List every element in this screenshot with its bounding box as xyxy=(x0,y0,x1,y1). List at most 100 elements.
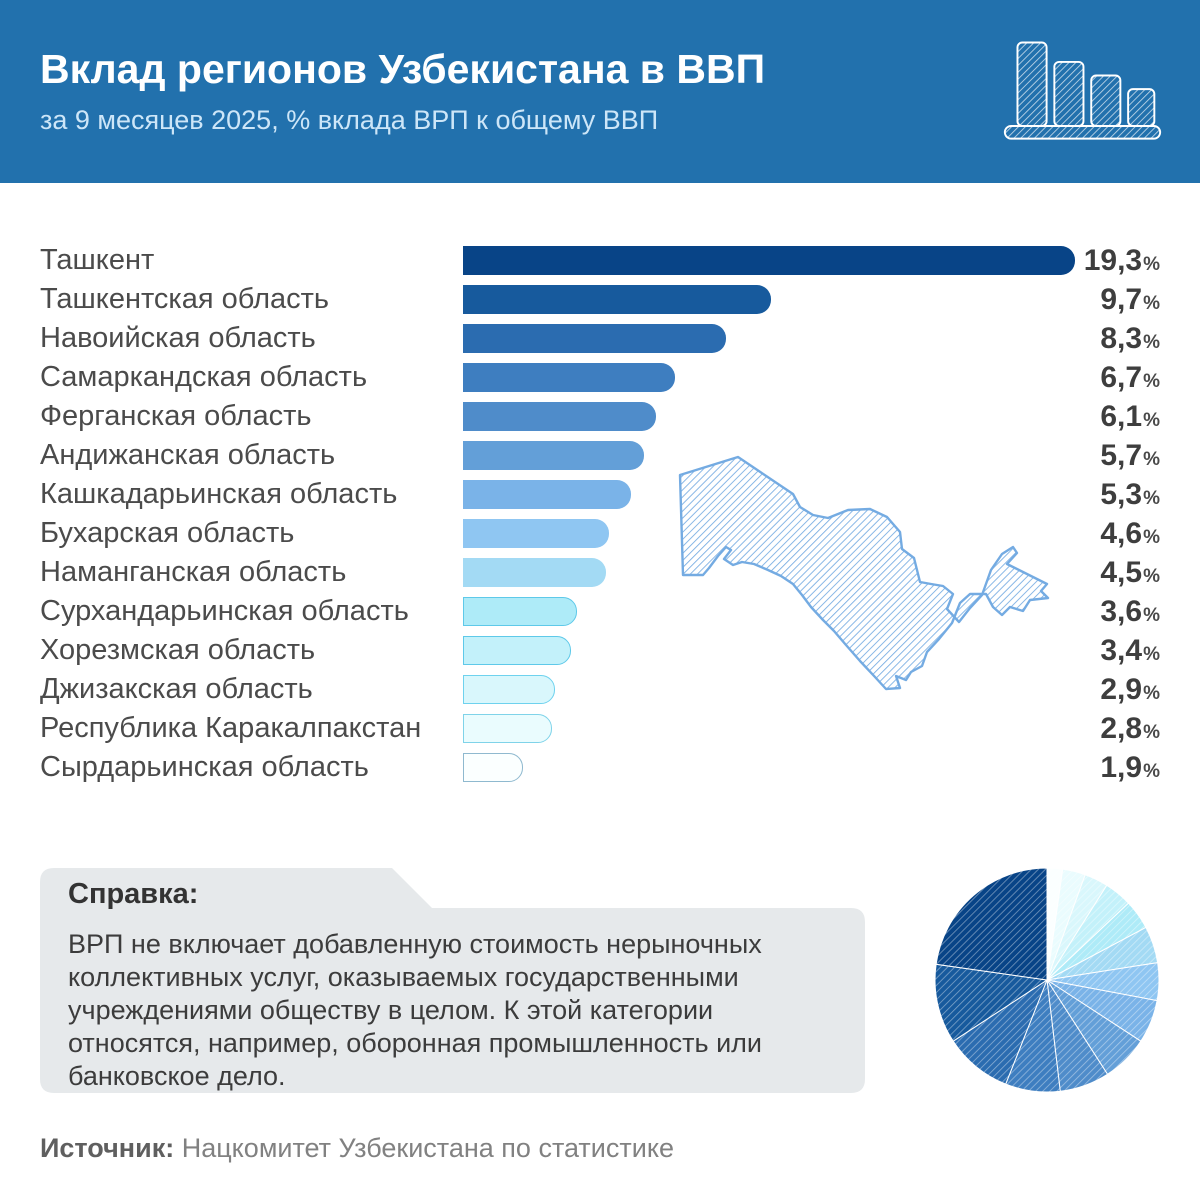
bar-value: 9,7% xyxy=(1100,285,1160,318)
source-text: Нацкомитет Узбекистана по статистике xyxy=(174,1133,674,1163)
bar xyxy=(463,753,523,782)
bar-chart-icon xyxy=(1003,41,1162,140)
bar-value-number: 1,9 xyxy=(1100,751,1143,784)
bar-row: Самаркандская область 6,7% xyxy=(40,361,1160,393)
region-label: Ташкент xyxy=(40,244,155,276)
percent-sign: % xyxy=(1143,605,1160,626)
bar-value: 5,3% xyxy=(1100,480,1160,513)
region-label: Республика Каракалпакстан xyxy=(40,712,422,744)
percent-sign: % xyxy=(1143,644,1160,665)
bar-row: Джизакская область 2,9% xyxy=(40,673,1160,705)
percent-sign: % xyxy=(1143,449,1160,470)
bar xyxy=(463,480,631,509)
page-subtitle: за 9 месяцев 2025, % вклада ВРП к общему… xyxy=(40,105,659,135)
percent-sign: % xyxy=(1143,488,1160,509)
source-line: Источник: Нацкомитет Узбекистана по стат… xyxy=(40,1133,674,1164)
region-label: Джизакская область xyxy=(40,673,313,705)
bar-row: Сырдарьинская область 1,9% xyxy=(40,751,1160,783)
bar-value: 4,6% xyxy=(1100,519,1160,552)
bar-value-number: 5,7 xyxy=(1100,439,1143,472)
bar-row: Сурхандарьинская область 3,6% xyxy=(40,595,1160,627)
bar-value: 6,1% xyxy=(1100,402,1160,435)
percent-sign: % xyxy=(1143,371,1160,392)
pie-hatch-overlay xyxy=(935,868,1159,1092)
bar-value: 8,3% xyxy=(1100,324,1160,357)
percent-sign: % xyxy=(1143,566,1160,587)
bar-value-number: 19,3 xyxy=(1083,244,1143,277)
bar-value-number: 5,3 xyxy=(1100,478,1143,511)
bar xyxy=(463,324,726,353)
bar-value-number: 3,6 xyxy=(1100,595,1143,628)
bar xyxy=(463,402,656,431)
region-label: Наманганская область xyxy=(40,556,347,588)
bar-value-number: 2,9 xyxy=(1100,673,1143,706)
pie-chart-svg xyxy=(934,867,1160,1093)
bar-row: Бухарская область 4,6% xyxy=(40,517,1160,549)
bar-row: Наманганская область 4,5% xyxy=(40,556,1160,588)
page-title: Вклад регионов Узбекистана в ВВП xyxy=(40,46,766,92)
note-heading: Справка: xyxy=(68,878,199,910)
bar xyxy=(463,285,771,314)
bar xyxy=(463,441,644,470)
bar-value-number: 4,6 xyxy=(1100,517,1143,550)
bar-row: Навоийская область 8,3% xyxy=(40,322,1160,354)
note-box-background xyxy=(40,868,865,1093)
bar-value: 3,4% xyxy=(1100,636,1160,669)
bar-value-number: 9,7 xyxy=(1100,283,1143,316)
bar-row: Ферганская область 6,1% xyxy=(40,400,1160,432)
bar xyxy=(463,363,675,392)
header: Вклад регионов Узбекистана в ВВП за 9 ме… xyxy=(0,0,1200,183)
bar-value-number: 3,4 xyxy=(1100,634,1143,667)
bar-value-number: 2,8 xyxy=(1100,712,1143,745)
region-label: Ферганская область xyxy=(40,400,312,432)
source-label: Источник: xyxy=(40,1133,175,1163)
bar-value: 4,5% xyxy=(1100,558,1160,591)
percent-sign: % xyxy=(1143,332,1160,353)
bar-row: Ташкентская область 9,7% xyxy=(40,283,1160,315)
note-body: ВРП не включает добавленную стоимость не… xyxy=(68,929,762,1091)
region-label: Навоийская область xyxy=(40,322,316,354)
bar-value-number: 6,1 xyxy=(1100,400,1143,433)
bar xyxy=(463,597,577,626)
bar-row: Хорезмская область 3,4% xyxy=(40,634,1160,666)
region-label: Сырдарьинская область xyxy=(40,751,369,783)
region-label: Кашкадарьинская область xyxy=(40,478,398,510)
percent-sign: % xyxy=(1143,254,1160,275)
region-label: Андижанская область xyxy=(40,439,336,471)
bar xyxy=(463,519,609,548)
bar-value: 5,7% xyxy=(1100,441,1160,474)
bar-value-number: 4,5 xyxy=(1100,556,1143,589)
uzbekistan-outline xyxy=(678,455,1050,691)
bar xyxy=(463,246,1075,275)
region-label: Бухарская область xyxy=(40,517,295,549)
bar-value: 19,3% xyxy=(1084,246,1160,279)
bar-value-number: 6,7 xyxy=(1100,361,1143,394)
bar-row: Андижанская область 5,7% xyxy=(40,439,1160,471)
region-label: Ташкентская область xyxy=(40,283,330,315)
percent-sign: % xyxy=(1143,722,1160,743)
bar xyxy=(463,636,571,665)
bar-value: 1,9% xyxy=(1100,753,1160,786)
region-label: Самаркандская область xyxy=(40,361,368,393)
region-label: Хорезмская область xyxy=(40,634,316,666)
pie-chart xyxy=(934,867,1160,1098)
percent-sign: % xyxy=(1143,683,1160,704)
note-box: Справка: ВРП не включает добавленную сто… xyxy=(40,868,865,1093)
bar-value: 2,8% xyxy=(1100,714,1160,747)
bar-row: Ташкент 19,3% xyxy=(40,244,1160,276)
percent-sign: % xyxy=(1143,761,1160,782)
bar-value: 3,6% xyxy=(1100,597,1160,630)
bar-value: 6,7% xyxy=(1100,363,1160,396)
uzbekistan-map xyxy=(650,437,1080,727)
bar-value-number: 8,3 xyxy=(1100,322,1143,355)
bar-chart: Ташкент 19,3% Ташкентская область 9,7% Навои… xyxy=(40,244,1160,792)
bar-row: Республика Каракалпакстан 2,8% xyxy=(40,712,1160,744)
percent-sign: % xyxy=(1143,527,1160,548)
bar xyxy=(463,675,555,704)
bar xyxy=(463,714,552,743)
region-label: Сурхандарьинская область xyxy=(40,595,409,627)
bar-value: 2,9% xyxy=(1100,675,1160,708)
bar-row: Кашкадарьинская область 5,3% xyxy=(40,478,1160,510)
percent-sign: % xyxy=(1143,410,1160,431)
